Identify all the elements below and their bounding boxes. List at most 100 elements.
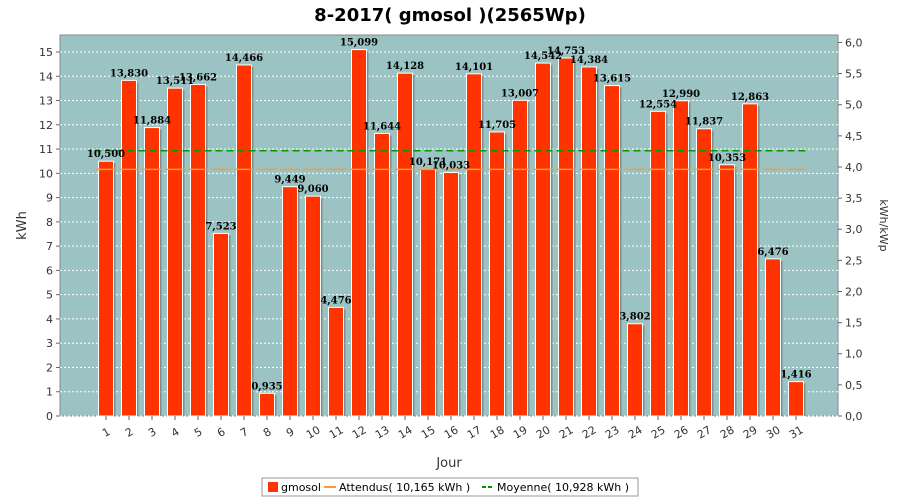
y-right-tick-label: 5,5	[845, 68, 863, 81]
x-tick-label: 16	[442, 423, 461, 441]
bar-value-label: 12,863	[731, 92, 769, 103]
x-tick-label: 21	[557, 423, 576, 441]
bar	[213, 232, 229, 417]
bar-value-label: 11,705	[478, 120, 516, 131]
bar-value-label: 12,990	[662, 89, 700, 100]
y-tick-label: 2	[46, 361, 53, 374]
x-tick-label: 4	[169, 425, 182, 440]
bar-value-label: 14,466	[225, 53, 263, 64]
bar-value-label: 14,101	[455, 62, 493, 73]
y-right-tick-label: 5,0	[845, 99, 863, 112]
y-axis-right: 0,0 0,5 1,0 1,5 2,0 2,5 3,0 3,5 4,0 4,5 5,0 5,5 6,0	[838, 36, 863, 423]
y-right-tick-label: 0,0	[845, 410, 863, 423]
bar	[788, 381, 804, 417]
y-tick-label: 5	[46, 289, 53, 302]
y-tick-label: 6	[46, 264, 53, 277]
bar-value-label: 1,416	[780, 370, 811, 381]
bar-value-label: 13,007	[501, 88, 539, 99]
bar	[650, 110, 666, 417]
x-tick-label: 28	[718, 423, 737, 441]
bar	[374, 132, 390, 417]
y-right-tick-label: 4,5	[845, 130, 863, 143]
y-right-tick-label: 1,0	[845, 348, 863, 361]
bar-value-label: 10,500	[87, 149, 125, 160]
legend-label-average: Moyenne( 10,928 kWh )	[497, 481, 629, 494]
bar	[696, 128, 712, 417]
bar	[489, 131, 505, 417]
x-tick-label: 31	[787, 423, 806, 441]
x-tick-label: 22	[580, 423, 599, 441]
bar	[190, 83, 206, 417]
y-axis-right-label: kWh/kWp	[877, 199, 890, 251]
legend-label-expected: Attendus( 10,165 kWh )	[339, 481, 470, 494]
y-tick-label: 15	[39, 46, 53, 59]
bar-value-label: 13,615	[593, 74, 631, 85]
x-tick-label: 24	[626, 423, 645, 441]
x-tick-label: 27	[695, 423, 714, 441]
y-right-tick-label: 1,5	[845, 317, 863, 330]
bar	[236, 64, 252, 417]
y-tick-label: 4	[46, 313, 53, 326]
bar	[719, 164, 735, 417]
y-right-tick-label: 0,5	[845, 379, 863, 392]
bar	[144, 127, 160, 417]
bar-value-label: 15,099	[340, 38, 378, 49]
x-tick-label: 23	[603, 423, 622, 441]
y-tick-label: 14	[39, 70, 53, 83]
y-right-tick-label: 2,0	[845, 285, 863, 298]
bar-value-label: 9,449	[274, 175, 305, 186]
bar-value-label: 4,476	[320, 295, 351, 306]
x-axis-label: Jour	[435, 456, 462, 471]
x-tick-label: 7	[238, 425, 251, 440]
x-tick-label: 9	[284, 425, 297, 440]
x-tick-label: 11	[327, 423, 346, 441]
y-right-tick-label: 3,0	[845, 223, 863, 236]
y-right-tick-label: 2,5	[845, 254, 863, 267]
y-tick-label: 3	[46, 337, 53, 350]
bar	[420, 168, 436, 417]
bar-value-label: 10,171	[409, 157, 447, 168]
bar	[558, 57, 574, 417]
bar	[443, 172, 459, 417]
bar-value-label: 14,753	[547, 46, 585, 57]
legend-swatch-gmosol	[268, 482, 278, 492]
y-tick-label: 13	[39, 95, 53, 108]
x-tick-label: 1	[100, 425, 113, 440]
legend-label-gmosol: gmosol	[281, 481, 321, 494]
bar	[98, 160, 114, 417]
y-tick-label: 11	[39, 143, 53, 156]
bar-value-label: 6,476	[757, 247, 788, 258]
x-tick-label: 26	[672, 423, 691, 441]
x-tick-label: 19	[511, 423, 530, 441]
y-tick-label: 0	[46, 410, 53, 423]
x-tick-label: 29	[741, 423, 760, 441]
x-tick-label: 13	[373, 423, 392, 441]
bar-value-label: 13,830	[110, 68, 148, 79]
bar-value-label: 11,837	[685, 117, 723, 128]
x-tick-label: 25	[649, 423, 668, 441]
x-tick-label: 8	[261, 425, 274, 440]
y-tick-label: 12	[39, 119, 53, 132]
bar-value-label: 11,884	[133, 116, 171, 127]
y-tick-label: 7	[46, 240, 53, 253]
reference-lines	[94, 150, 808, 171]
bar	[604, 85, 620, 417]
bar	[259, 392, 275, 417]
x-tick-label: 2	[123, 425, 136, 440]
y-tick-label: 8	[46, 216, 53, 229]
x-tick-label: 6	[215, 425, 228, 440]
bar	[535, 62, 551, 417]
x-tick-label: 20	[534, 423, 553, 441]
y-tick-label: 10	[39, 167, 53, 180]
y-right-tick-label: 4,0	[845, 161, 863, 174]
bar-value-label: 3,802	[619, 312, 650, 323]
legend-box	[261, 477, 639, 497]
bar	[627, 323, 643, 417]
x-tick-label: 10	[304, 423, 323, 441]
x-tick-label: 3	[146, 425, 159, 440]
x-axis: 1 2 3 4 5 6 7 8 9 10 11 12 13 14 15 16 17 18 19 20 21 22 23 24 2…	[100, 416, 806, 442]
x-tick-label: 14	[396, 423, 415, 441]
